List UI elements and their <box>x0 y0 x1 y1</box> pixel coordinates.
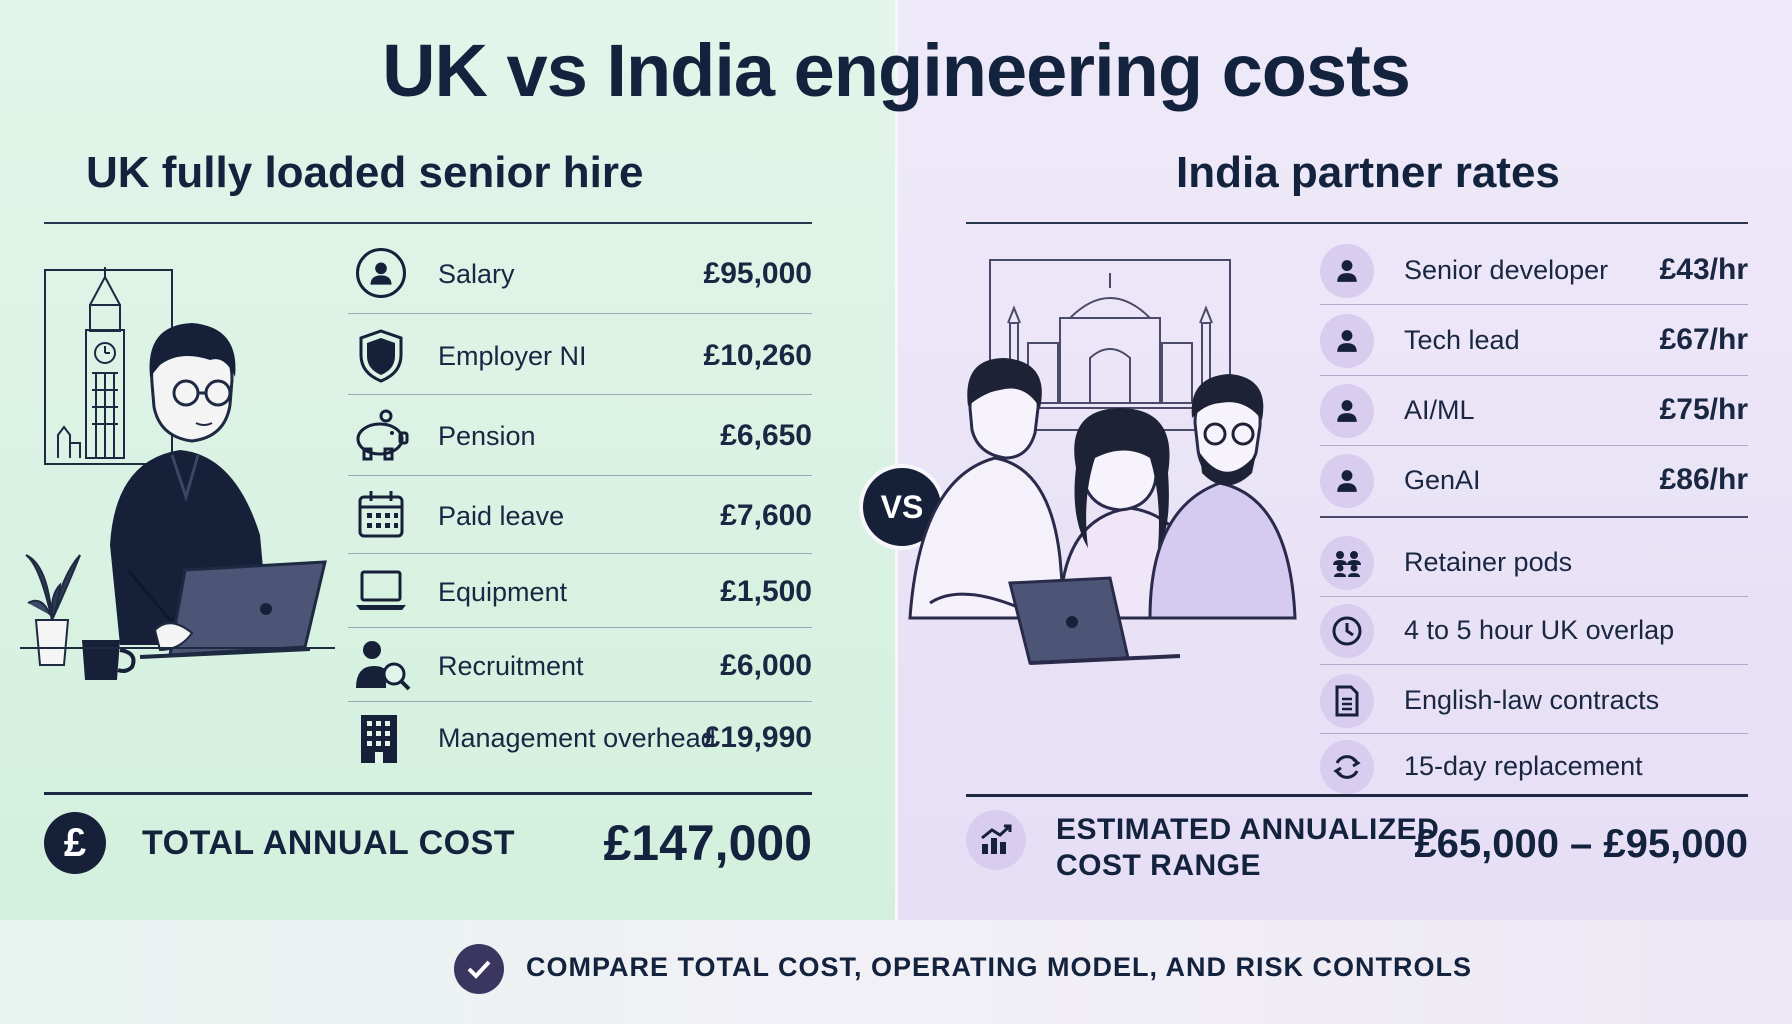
team-icon <box>1320 536 1374 590</box>
uk-item-value: £6,650 <box>720 419 812 452</box>
uk-total-label: TOTAL ANNUAL COST <box>142 824 516 862</box>
row-separator <box>348 394 812 395</box>
desk-plant <box>25 554 81 666</box>
person-icon <box>1320 244 1374 298</box>
india-total-label: ESTIMATED ANNUALIZED COST RANGE <box>1056 812 1439 884</box>
person-icon <box>1320 454 1374 508</box>
person-icon <box>356 248 406 298</box>
team-member-right <box>1148 374 1297 620</box>
uk-total-rule <box>44 792 812 795</box>
engineer-laptop <box>139 560 327 659</box>
india-feature-retainer-pods: Retainer pods <box>1404 540 1748 584</box>
india-feature-replacement: 15-day replacement <box>1404 744 1748 788</box>
row-separator <box>348 627 812 628</box>
shield-icon <box>356 328 406 384</box>
uk-item-value: £1,500 <box>720 575 812 608</box>
coffee-mug <box>82 640 136 680</box>
row-separator <box>1320 375 1748 376</box>
recruitment-search-icon <box>354 638 412 692</box>
uk-item-equipment: Equipment £1,500 <box>438 570 812 614</box>
india-rate-label: GenAI <box>1404 464 1481 495</box>
india-rate-genai: GenAI £86/hr <box>1404 458 1748 502</box>
india-section-heading: India partner rates <box>1176 148 1560 197</box>
team-member-left <box>908 358 1067 620</box>
uk-item-paid-leave: Paid leave £7,600 <box>438 494 812 538</box>
india-rate-label: AI/ML <box>1404 394 1475 425</box>
india-rate-label: Tech lead <box>1404 324 1520 355</box>
india-feature-contracts: English-law contracts <box>1404 678 1748 722</box>
uk-item-label: Employer NI <box>438 340 587 371</box>
big-ben-frame <box>44 267 173 465</box>
row-separator <box>348 553 812 554</box>
uk-item-value: £10,260 <box>703 339 812 372</box>
person-icon <box>1320 314 1374 368</box>
uk-item-value: £6,000 <box>720 649 812 682</box>
uk-heading-rule <box>44 222 812 224</box>
uk-item-recruitment: Recruitment £6,000 <box>438 644 812 688</box>
row-separator <box>1320 445 1748 446</box>
uk-total-value: £147,000 <box>603 815 812 871</box>
uk-item-value: £95,000 <box>703 257 812 290</box>
building-icon <box>356 712 402 766</box>
india-feature-label: 4 to 5 hour UK overlap <box>1404 614 1675 645</box>
india-total-label-line1: ESTIMATED ANNUALIZED <box>1056 813 1440 846</box>
check-icon <box>454 944 504 994</box>
row-separator <box>1320 596 1748 597</box>
uk-item-label: Pension <box>438 420 536 451</box>
india-rate-label: Senior developer <box>1404 254 1609 285</box>
laptop-icon <box>354 566 408 614</box>
uk-item-value: £7,600 <box>720 499 812 532</box>
uk-item-label: Management overhead <box>438 722 716 753</box>
india-rate-value: £43/hr <box>1659 253 1748 286</box>
india-feature-label: English-law contracts <box>1404 684 1660 715</box>
panel-divider <box>895 0 898 920</box>
uk-item-pension: Pension £6,650 <box>438 414 812 458</box>
page-title: UK vs India engineering costs <box>382 29 1411 112</box>
uk-item-value: £19,990 <box>703 721 812 754</box>
row-separator <box>348 475 812 476</box>
team-laptop <box>1008 576 1181 665</box>
uk-item-label: Paid leave <box>438 500 565 531</box>
india-rate-ai-ml: AI/ML £75/hr <box>1404 388 1748 432</box>
uk-item-label: Recruitment <box>438 650 584 681</box>
india-rate-senior-developer: Senior developer £43/hr <box>1404 248 1748 292</box>
row-separator <box>348 701 812 702</box>
piggy-bank-icon <box>352 406 410 462</box>
row-separator <box>348 313 812 314</box>
uk-engineer-illustration <box>20 267 335 680</box>
document-icon <box>1320 674 1374 728</box>
clock-icon <box>1320 604 1374 658</box>
footer-message: COMPARE TOTAL COST, OPERATING MODEL, AND… <box>526 952 1473 982</box>
row-separator <box>1320 664 1748 665</box>
india-rate-value: £86/hr <box>1659 463 1748 496</box>
india-total-rule <box>966 794 1748 797</box>
india-rate-value: £75/hr <box>1659 393 1748 426</box>
india-rates-rule <box>1320 516 1748 518</box>
calendar-icon <box>356 488 406 540</box>
uk-item-management-overhead: Management overhead £19,990 <box>438 716 812 760</box>
person-icon <box>1320 384 1374 438</box>
india-feature-label: Retainer pods <box>1404 546 1573 577</box>
vs-badge: VS <box>859 464 945 550</box>
uk-item-employer-ni: Employer NI £10,260 <box>438 334 812 378</box>
uk-panel-background <box>0 0 897 920</box>
row-separator <box>1320 304 1748 305</box>
row-separator <box>1320 733 1748 734</box>
india-total-label-line2: COST RANGE <box>1056 849 1262 882</box>
refresh-icon <box>1320 740 1374 794</box>
pound-icon: £ <box>44 812 106 874</box>
uk-item-salary: Salary £95,000 <box>438 252 812 296</box>
india-heading-rule <box>966 222 1748 224</box>
india-feature-uk-overlap: 4 to 5 hour UK overlap <box>1404 608 1748 652</box>
india-team-illustration <box>908 259 1297 665</box>
bar-chart-icon <box>966 810 1026 870</box>
india-feature-label: 15-day replacement <box>1404 750 1643 781</box>
india-rate-tech-lead: Tech lead £67/hr <box>1404 318 1748 362</box>
india-rate-value: £67/hr <box>1659 323 1748 356</box>
uk-item-label: Equipment <box>438 576 568 607</box>
india-total-value: £65,000 – £95,000 <box>1414 822 1748 866</box>
footer-band <box>0 920 1792 1024</box>
uk-section-heading: UK fully loaded senior hire <box>86 148 644 197</box>
uk-item-label: Salary <box>438 258 515 289</box>
